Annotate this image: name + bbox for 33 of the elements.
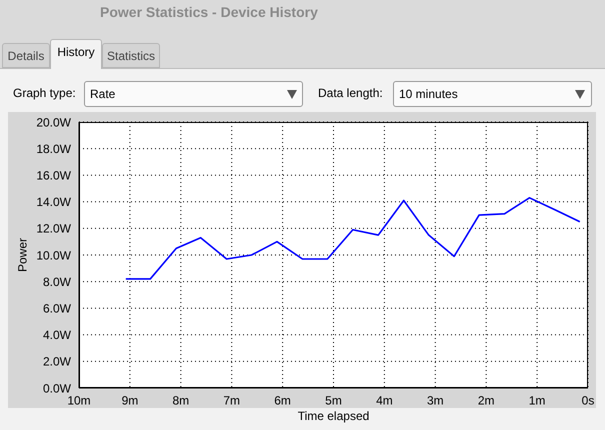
y-tick-label: 2.0W: [42, 354, 72, 369]
y-tick-label: 16.0W: [36, 168, 72, 182]
x-tick-label: 3m: [426, 394, 444, 408]
x-tick-label: 7m: [223, 394, 240, 408]
x-axis-title: Time elapsed: [298, 409, 370, 423]
line-series: [125, 197, 581, 280]
x-tick-label: 9m: [122, 394, 138, 408]
y-tick-label: 6.0W: [42, 301, 72, 316]
text: 10 minutes: [399, 87, 458, 101]
y-tick-label: 14.0W: [36, 195, 72, 210]
text: History: [50, 39, 102, 69]
x-tick-label: 0s: [582, 394, 594, 408]
y-axis-title: Power: [15, 238, 30, 272]
y-tick-label: 0.0W: [42, 381, 72, 396]
y-tick-label: 20.0W: [36, 115, 72, 130]
y-tick-label: 8.0W: [42, 274, 72, 289]
y-tick-label: 12.0W: [36, 222, 72, 236]
y-tick-label: 10.0W: [36, 248, 72, 262]
y-tick-label: 4.0W: [42, 328, 72, 342]
x-tick-label: 2m: [478, 394, 495, 408]
text: Graph type:: [13, 86, 76, 100]
text: Details: [2, 43, 50, 68]
chart-title: Power Statistics - Device History: [100, 4, 318, 20]
x-tick-label: 1m: [528, 394, 546, 408]
x-tick-label: 4m: [376, 394, 393, 408]
text: Data length:: [318, 86, 383, 100]
x-tick-label: 5m: [325, 394, 342, 408]
x-tick-label: 8m: [172, 394, 190, 408]
y-tick-label: 18.0W: [36, 142, 72, 156]
text: Statistics: [102, 43, 160, 68]
text: Rate: [90, 87, 116, 101]
x-tick-label: 10m: [67, 394, 91, 408]
x-tick-label: 6m: [274, 394, 291, 408]
